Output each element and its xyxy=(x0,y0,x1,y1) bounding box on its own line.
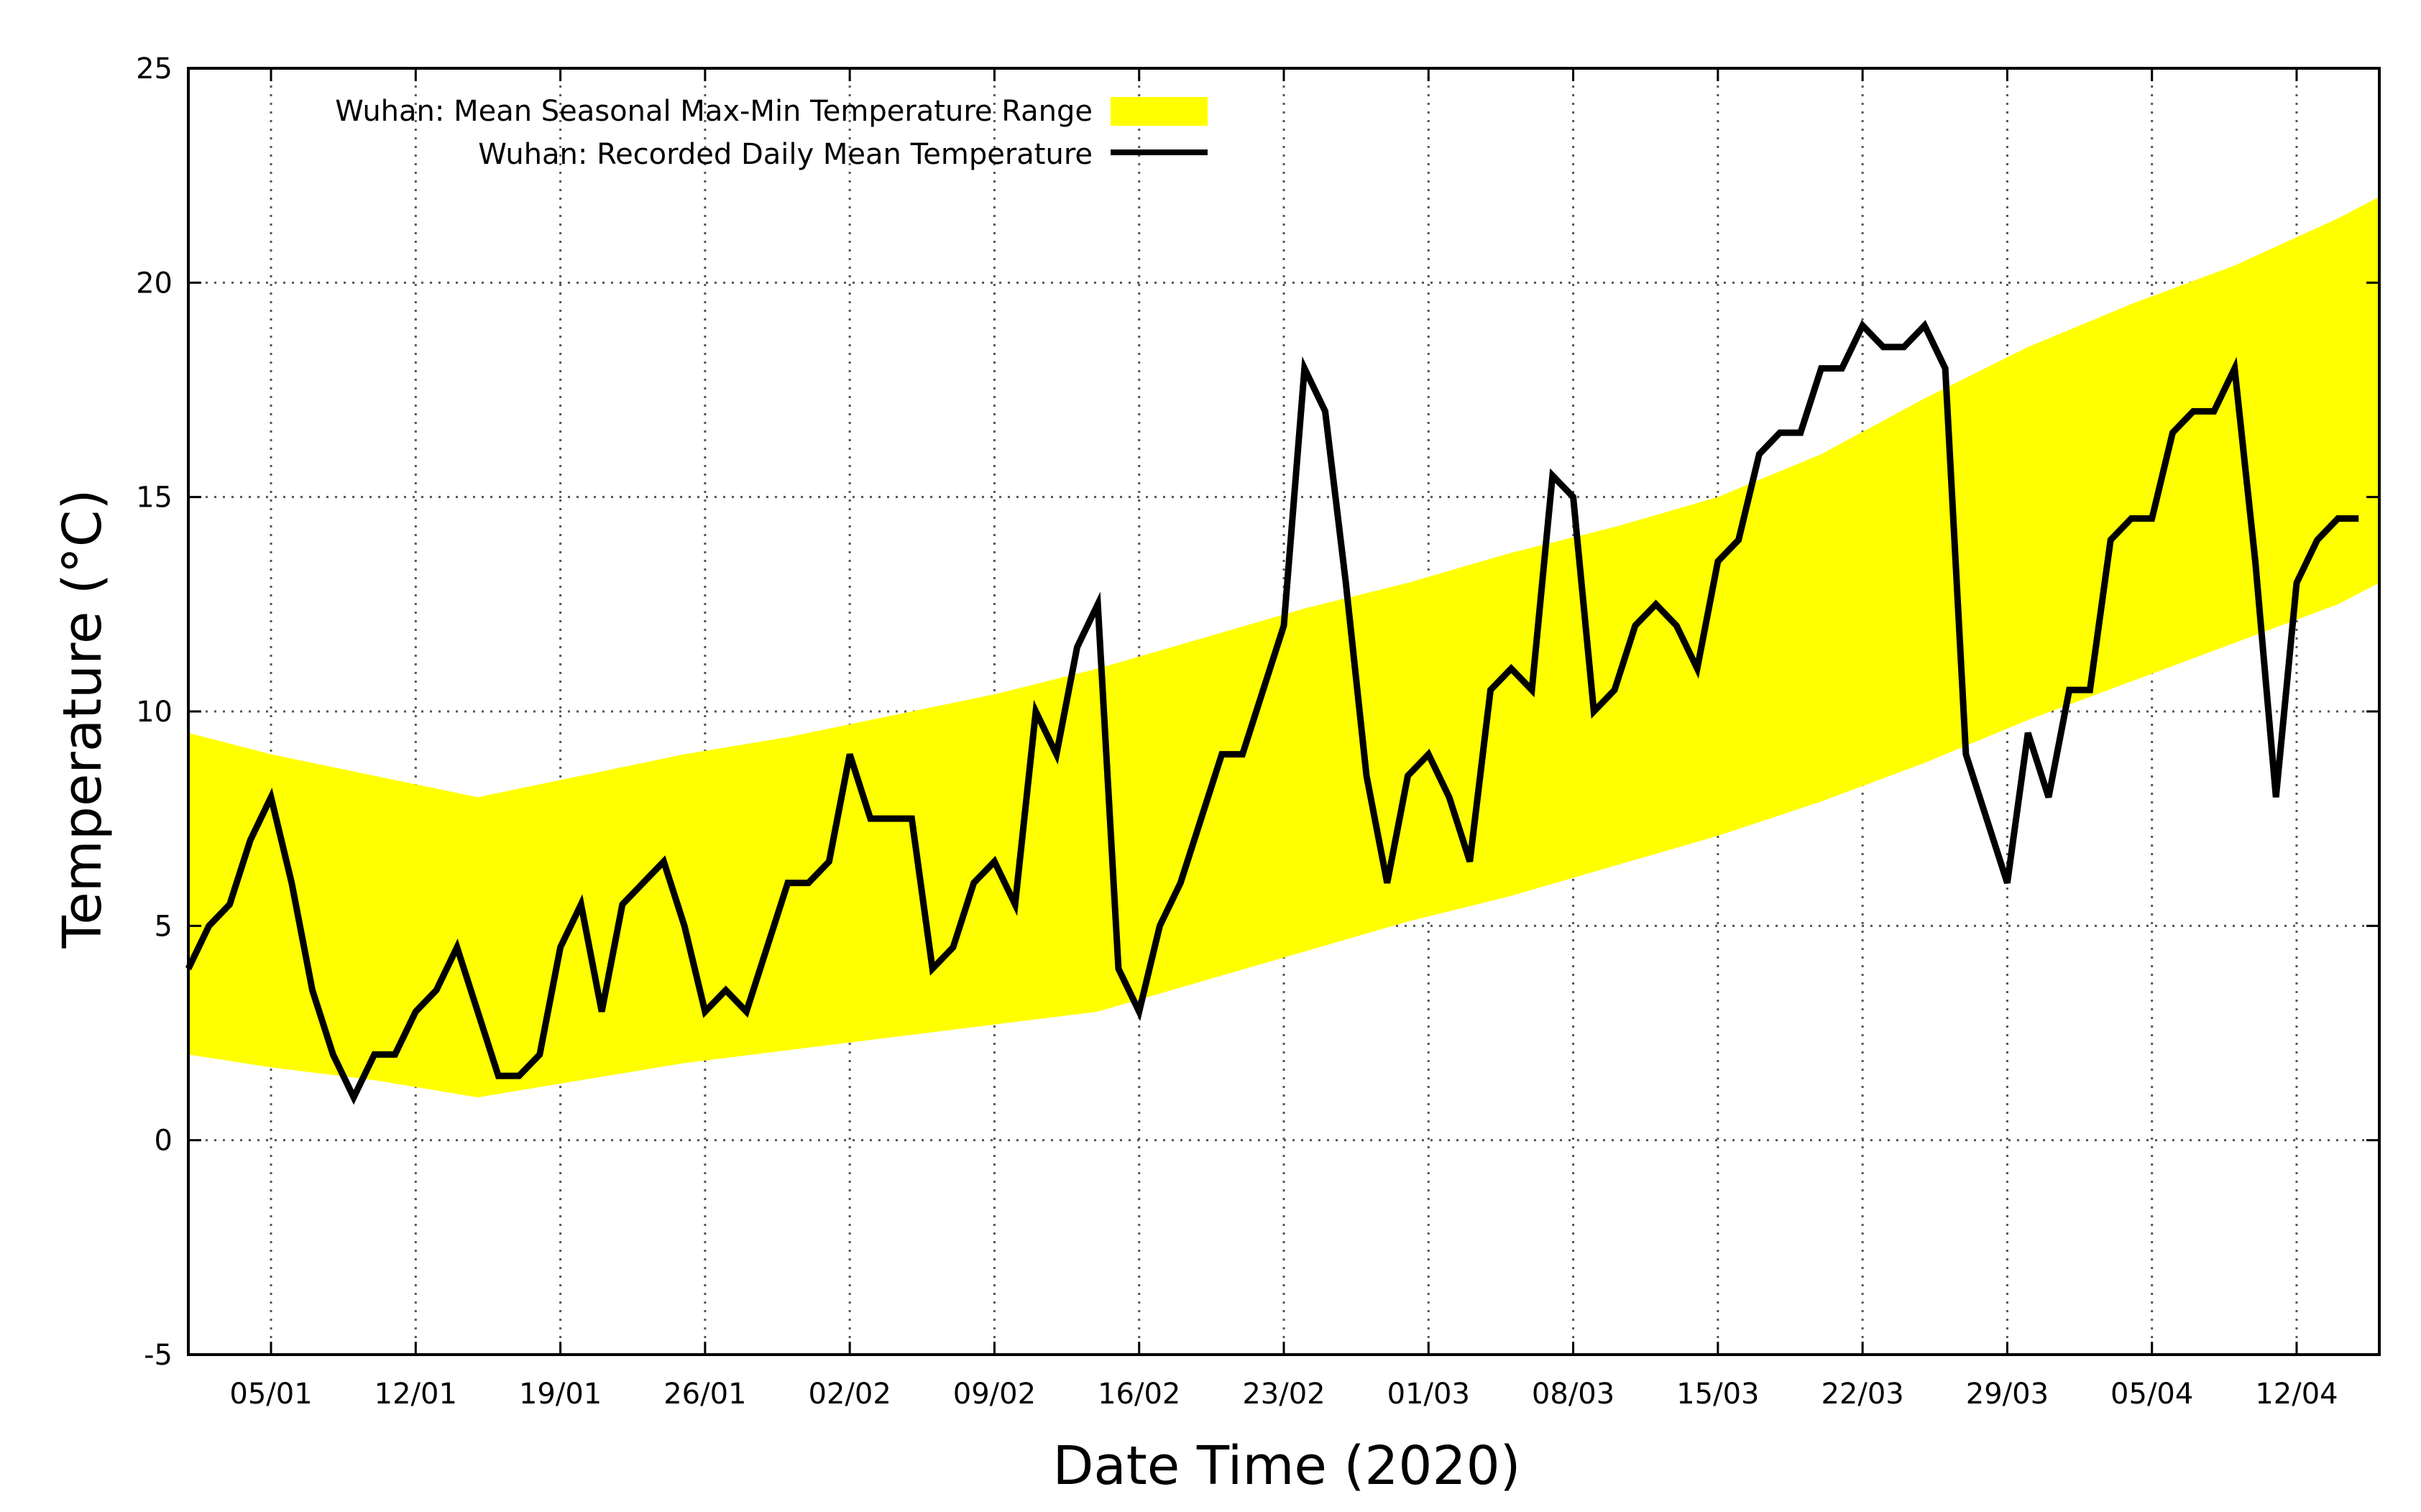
y-tick-label: 15 xyxy=(136,481,173,515)
seasonal-range-band xyxy=(188,197,2379,1097)
x-tick-label: 29/03 xyxy=(1966,1378,2049,1411)
x-tick-label: 01/03 xyxy=(1387,1378,1470,1411)
y-axis-title: Temperature (°C) xyxy=(52,489,114,949)
legend: Wuhan: Mean Seasonal Max-Min Temperature… xyxy=(335,95,1208,171)
x-tick-label: 05/04 xyxy=(2110,1378,2193,1411)
x-tick-label: 26/01 xyxy=(663,1378,746,1411)
y-tick-label: 0 xyxy=(155,1125,173,1158)
axis-ticks xyxy=(188,67,2379,1356)
x-tick-label: 08/03 xyxy=(1532,1378,1614,1411)
x-tick-labels: 05/01 12/01 19/01 26/01 02/02 09/02 16/02 23/02… xyxy=(229,1378,2338,1411)
x-tick-label: 16/02 xyxy=(1098,1378,1180,1411)
legend-label-daily-mean: Wuhan: Recorded Daily Mean Temperature xyxy=(478,138,1093,171)
x-tick-label: 22/03 xyxy=(1821,1378,1903,1411)
y-tick-label: 5 xyxy=(155,910,173,943)
x-axis-title: Date Time (2020) xyxy=(1052,1435,1520,1497)
x-tick-label: 12/01 xyxy=(375,1378,457,1411)
x-tick-label: 15/03 xyxy=(1676,1378,1759,1411)
x-tick-label: 19/01 xyxy=(519,1378,602,1411)
y-tick-label: 25 xyxy=(136,52,173,86)
y-tick-labels: -5 0 5 10 15 20 25 xyxy=(136,52,173,1372)
daily-mean-temperature-line xyxy=(185,320,2359,1105)
legend-swatch-seasonal-range xyxy=(1111,97,1208,126)
seasonal-range-band-layer xyxy=(188,197,2379,1097)
y-tick-label: 20 xyxy=(136,267,173,300)
daily-mean-line-layer xyxy=(185,320,2359,1105)
x-tick-label: 12/04 xyxy=(2255,1378,2338,1411)
x-tick-label: 05/01 xyxy=(229,1378,312,1411)
y-tick-label: -5 xyxy=(144,1339,173,1372)
y-tick-label: 10 xyxy=(136,696,173,729)
x-tick-label: 02/02 xyxy=(809,1378,891,1411)
x-tick-label: 23/02 xyxy=(1242,1378,1325,1411)
legend-label-seasonal-range: Wuhan: Mean Seasonal Max-Min Temperature… xyxy=(335,95,1093,128)
x-tick-label: 09/02 xyxy=(953,1378,1036,1411)
